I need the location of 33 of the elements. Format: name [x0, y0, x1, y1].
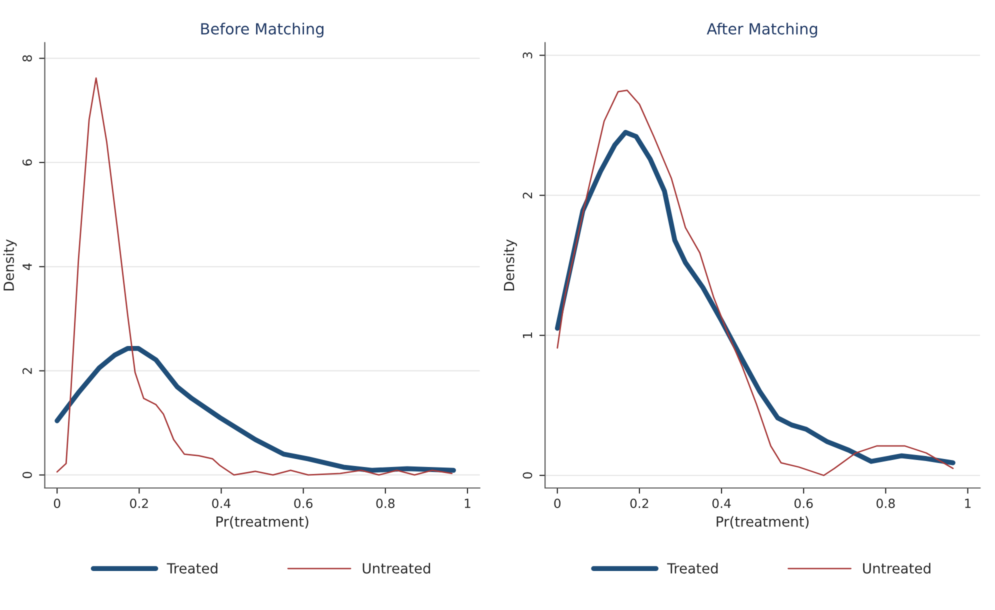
x-axis-title: Pr(treatment): [716, 516, 809, 528]
y-tick-label: 4: [22, 263, 32, 270]
y-tick-label: 8: [22, 55, 32, 62]
x-axis-title: Pr(treatment): [216, 516, 308, 528]
legend-label: Treated: [166, 562, 218, 574]
y-axis-title: Density: [504, 239, 517, 290]
x-tick-label: 0.2: [130, 498, 148, 508]
y-tick-label: 2: [522, 192, 532, 198]
line-series: [56, 77, 453, 476]
legend-label: Untreated: [362, 562, 430, 574]
x-tick-label: 0: [54, 498, 60, 508]
x-tick-label: 0.6: [294, 498, 312, 508]
x-tick-label: 0.8: [376, 498, 394, 508]
x-tick-label: 0.4: [712, 498, 731, 508]
y-tick-label: 6: [22, 159, 32, 166]
x-tick-label: 0.4: [212, 498, 230, 508]
x-tick-label: 0.6: [794, 498, 813, 508]
legend-label: Untreated: [863, 562, 930, 574]
x-tick-label: 1: [965, 498, 971, 508]
x-tick-label: 1: [464, 498, 470, 508]
y-tick-label: 2: [22, 368, 32, 374]
y-tick-label: 0: [22, 472, 32, 478]
x-tick-label: 0.8: [876, 498, 895, 508]
chart-title: Before Matching: [201, 22, 324, 38]
y-axis-title: Density: [3, 239, 17, 290]
y-tick-label: 0: [522, 472, 532, 479]
x-tick-label: 0.2: [630, 498, 648, 508]
y-tick-label: 3: [522, 52, 532, 58]
x-tick-label: 0: [554, 498, 561, 508]
y-tick-label: 1: [522, 332, 532, 338]
chart-title: After Matching: [706, 22, 818, 38]
line-series: [54, 346, 456, 473]
legend-label: Treated: [667, 562, 718, 574]
